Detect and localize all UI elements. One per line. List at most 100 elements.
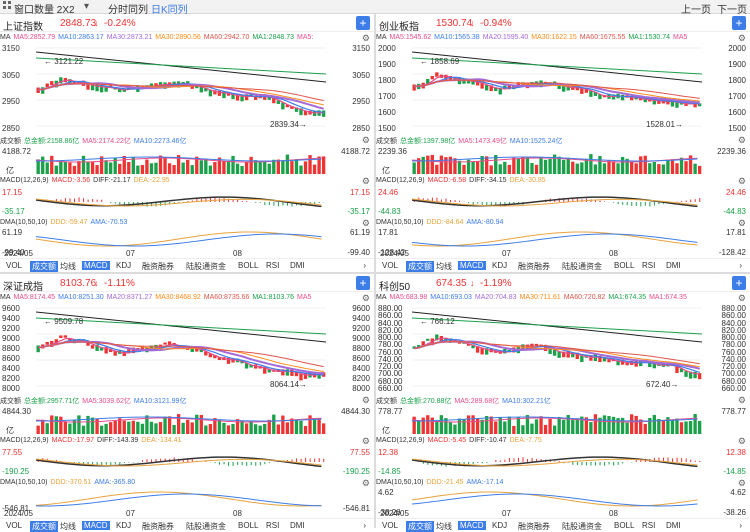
gear-icon[interactable]: ⚙ bbox=[362, 395, 370, 406]
tab-indicator[interactable]: 均线 bbox=[58, 261, 78, 272]
gear-icon[interactable]: ⚙ bbox=[362, 436, 370, 447]
tab-indicator[interactable]: 陆股通资金 bbox=[184, 521, 228, 532]
index-name[interactable]: 深证成指 bbox=[3, 278, 43, 293]
gear-icon[interactable]: ⚙ bbox=[738, 33, 746, 44]
chevron-right-icon[interactable]: › bbox=[737, 521, 744, 530]
tab-indicator[interactable]: 均线 bbox=[58, 521, 78, 532]
add-button[interactable]: + bbox=[356, 16, 370, 30]
volume-bar bbox=[471, 162, 474, 174]
tab-indicator[interactable]: MACD bbox=[82, 261, 110, 270]
macd-bar bbox=[301, 459, 302, 462]
tab-indicator[interactable]: MACD bbox=[458, 261, 486, 270]
gear-icon[interactable]: ⚙ bbox=[738, 176, 746, 187]
price-axis-left: 1800 bbox=[378, 76, 396, 85]
tab-indicator[interactable]: 成交额 bbox=[406, 261, 434, 272]
tab-indicator[interactable]: 成交额 bbox=[30, 261, 58, 272]
tab-indicator[interactable]: BOLL bbox=[236, 261, 260, 270]
index-name[interactable]: 创业板指 bbox=[379, 18, 419, 33]
tab-indicator[interactable]: RSI bbox=[640, 261, 657, 270]
tab-indicator[interactable]: VOL bbox=[380, 261, 400, 270]
tab-indicator[interactable]: MACD bbox=[458, 521, 486, 530]
tab-indicator[interactable]: 成交额 bbox=[406, 521, 434, 532]
tab-indicator[interactable]: 融资融券 bbox=[516, 261, 552, 272]
tab-indicator[interactable]: RSI bbox=[264, 521, 281, 530]
chevron-down-icon[interactable]: ▾ bbox=[84, 1, 89, 12]
volume-bar bbox=[558, 417, 561, 434]
volume-bar bbox=[227, 161, 230, 174]
volume-bar bbox=[490, 417, 493, 434]
tab-indicator[interactable]: BOLL bbox=[612, 261, 636, 270]
tab-indicator[interactable]: BOLL bbox=[236, 521, 260, 530]
tab-indicator[interactable]: KDJ bbox=[114, 261, 133, 270]
tab-indicator[interactable]: KDJ bbox=[490, 261, 509, 270]
dma-axis-left: 4.62 bbox=[378, 488, 394, 497]
add-button[interactable]: + bbox=[732, 276, 746, 290]
add-button[interactable]: + bbox=[732, 16, 746, 30]
tab-indicator[interactable]: 成交额 bbox=[30, 521, 58, 532]
index-name[interactable]: 科创50 bbox=[379, 278, 410, 293]
tab-indicator[interactable]: DMI bbox=[664, 521, 683, 530]
tab-indicator[interactable]: KDJ bbox=[114, 521, 133, 530]
volume-bar bbox=[254, 424, 257, 434]
tab-indicator[interactable]: 融资融券 bbox=[140, 261, 176, 272]
volume-bar bbox=[191, 165, 194, 174]
volume-bar bbox=[644, 424, 647, 434]
tab-indicator[interactable]: RSI bbox=[264, 261, 281, 270]
tab-indicator[interactable]: VOL bbox=[4, 521, 24, 530]
macd-bar bbox=[278, 202, 279, 206]
date-label: 08 bbox=[233, 509, 242, 518]
ma-legend-item: MA5:683.98 bbox=[390, 294, 428, 301]
macd-axis-right-top: 12.38 bbox=[726, 448, 746, 457]
tab-indicator[interactable]: DMI bbox=[288, 521, 307, 530]
volume-bar bbox=[494, 421, 497, 434]
tab-indicator[interactable]: DMI bbox=[664, 261, 683, 270]
volume-bar bbox=[145, 160, 148, 174]
chevron-right-icon[interactable]: › bbox=[361, 521, 368, 530]
tab-indicator[interactable]: 陆股通资金 bbox=[560, 261, 604, 272]
price-axis-left: 8000 bbox=[2, 384, 20, 393]
macd-bar bbox=[613, 202, 614, 203]
gear-icon[interactable]: ⚙ bbox=[738, 135, 746, 146]
volume-bar bbox=[222, 161, 225, 174]
tab-indicator[interactable]: RSI bbox=[640, 521, 657, 530]
chevron-right-icon[interactable]: › bbox=[737, 261, 744, 270]
tab-indicator[interactable]: BOLL bbox=[612, 521, 636, 530]
gear-icon[interactable]: ⚙ bbox=[362, 176, 370, 187]
tab-indicator[interactable]: MACD bbox=[82, 521, 110, 530]
gear-icon[interactable]: ⚙ bbox=[362, 293, 370, 304]
price-axis-right: 8400 bbox=[352, 364, 370, 373]
candle bbox=[426, 339, 429, 341]
volume-bar bbox=[589, 422, 592, 434]
gear-icon[interactable]: ⚙ bbox=[362, 478, 370, 489]
tab-indicator[interactable]: DMI bbox=[288, 261, 307, 270]
dma-axis-left: 17.81 bbox=[378, 228, 398, 237]
tab-indicator[interactable]: 陆股通资金 bbox=[184, 261, 228, 272]
indicator-tabs: VOL 成交额均线 MACD KDJ 融资融券陆股通资金 BOLL RSI DMI › bbox=[0, 258, 374, 272]
ma-legend-item: MA60:1675.55 bbox=[580, 34, 626, 41]
tab-indicator[interactable]: 融资融券 bbox=[140, 521, 176, 532]
macd-bar bbox=[242, 201, 243, 202]
tab-indicator[interactable]: 融资融券 bbox=[516, 521, 552, 532]
index-name[interactable]: 上证指数 bbox=[3, 18, 43, 33]
chevron-right-icon[interactable]: › bbox=[361, 261, 368, 270]
volume-bar bbox=[322, 423, 325, 434]
tab-indicator[interactable]: 陆股通资金 bbox=[560, 521, 604, 532]
tab-indicator[interactable]: VOL bbox=[380, 521, 400, 530]
candle bbox=[553, 350, 556, 356]
gear-icon[interactable]: ⚙ bbox=[362, 33, 370, 44]
tab-indicator[interactable]: VOL bbox=[4, 261, 24, 270]
gear-icon[interactable]: ⚙ bbox=[738, 395, 746, 406]
add-button[interactable]: + bbox=[356, 276, 370, 290]
tab-indicator[interactable]: 均线 bbox=[434, 521, 454, 532]
gear-icon[interactable]: ⚙ bbox=[738, 436, 746, 447]
macd-bar bbox=[92, 199, 93, 202]
tab-indicator[interactable]: KDJ bbox=[490, 521, 509, 530]
volume-bar bbox=[630, 414, 633, 434]
gear-icon[interactable]: ⚙ bbox=[738, 293, 746, 304]
gear-icon[interactable]: ⚙ bbox=[362, 135, 370, 146]
tab-indicator[interactable]: 均线 bbox=[434, 261, 454, 272]
